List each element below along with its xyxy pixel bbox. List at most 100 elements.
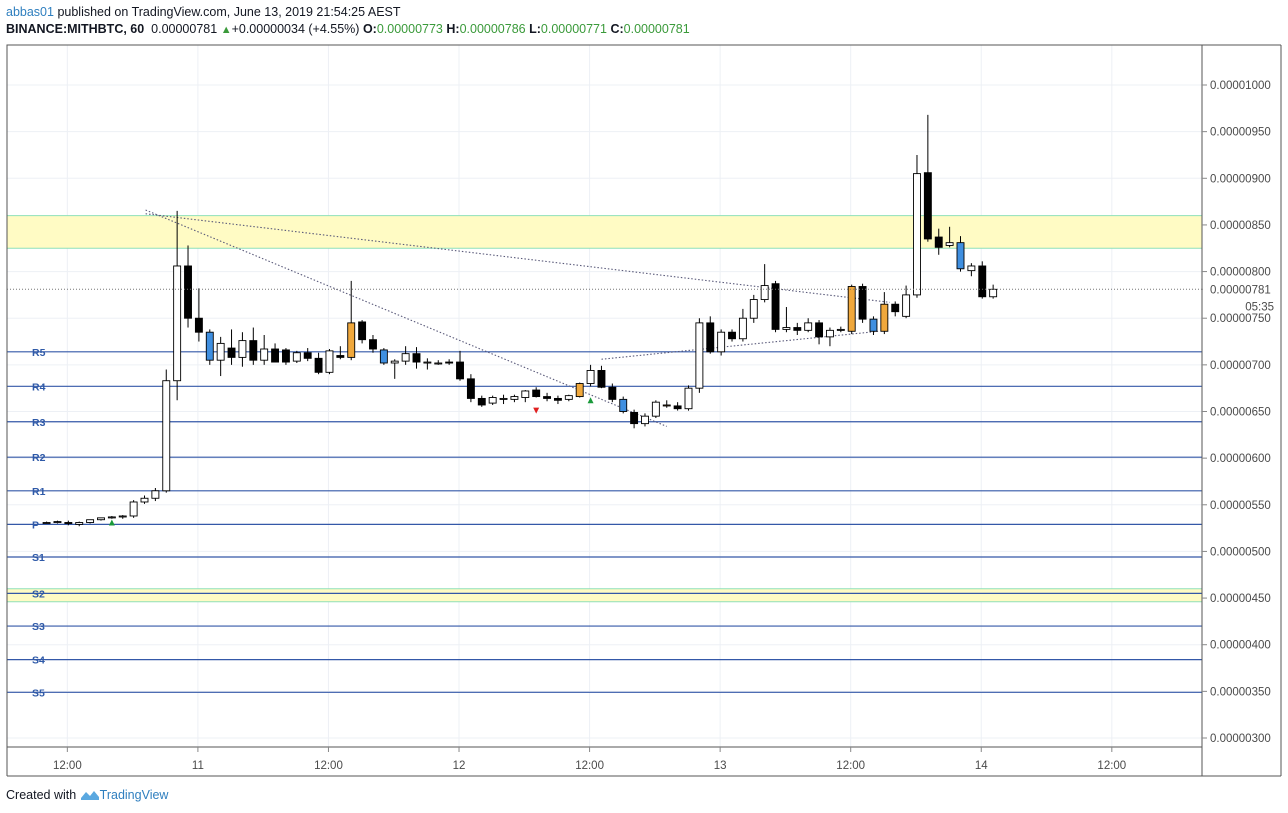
candle-body — [314, 357, 323, 373]
candle — [42, 521, 51, 524]
candle-body — [858, 286, 867, 320]
candle-body — [608, 386, 617, 400]
candle-body — [173, 265, 182, 382]
candle — [194, 288, 203, 342]
candle — [216, 336, 225, 377]
y-tick-label: 0.00000300 — [1210, 733, 1271, 745]
candle-body — [412, 353, 421, 363]
candle — [238, 332, 247, 367]
last-price-badge — [1203, 281, 1280, 313]
pivot-label: R1 — [32, 486, 46, 498]
time-axis[interactable]: 12:00 11 12:00 12 12:00 13 12:00 14 12:00 — [53, 747, 1126, 772]
candle-body — [869, 318, 878, 332]
candle — [564, 394, 573, 402]
candle-body — [597, 370, 606, 388]
candle-body — [281, 349, 290, 363]
x-tick-label: 11 — [192, 760, 204, 772]
candle — [369, 335, 377, 353]
created-with-text: Created with — [6, 788, 77, 802]
candle-body — [42, 522, 51, 524]
y-tick-label: 0.00000550 — [1210, 500, 1271, 512]
candle — [760, 264, 769, 303]
candle — [586, 364, 595, 387]
candle — [836, 326, 845, 333]
candle — [75, 521, 84, 527]
price-axis[interactable]: 0.00001000 0.00000950 0.00000900 0.00000850… — [7, 80, 1280, 745]
candle-body — [390, 360, 399, 364]
sell-arrow-icon — [533, 407, 540, 414]
pivot-label: R4 — [32, 381, 46, 393]
candle — [880, 292, 889, 335]
candle — [64, 520, 73, 526]
candle — [401, 346, 410, 365]
candle-body — [129, 501, 138, 517]
x-tick-label: 14 — [975, 760, 988, 772]
candle — [978, 261, 987, 299]
candle-body — [706, 322, 715, 353]
candle — [521, 390, 530, 403]
pivot-lines: R5 R4 R3 R2 R1 P S1 S2 S3 S4 S5 — [7, 347, 1202, 699]
candle — [358, 320, 367, 344]
author-link[interactable]: abbas01 — [6, 5, 54, 19]
x-tick-label: 12:00 — [836, 760, 865, 772]
candle — [619, 396, 628, 414]
candle — [390, 359, 399, 379]
candle — [891, 301, 900, 317]
x-tick-label: 12:00 — [314, 760, 343, 772]
y-tick-label: 0.00000950 — [1210, 127, 1271, 139]
low-value: 0.00000771 — [540, 22, 607, 36]
candle-body — [260, 348, 269, 361]
candle — [281, 348, 290, 365]
y-tick-label: 0.00001000 — [1210, 80, 1271, 92]
candle — [488, 395, 497, 405]
candle-body — [586, 370, 595, 384]
candle — [913, 154, 921, 298]
pivot-label: R5 — [32, 347, 46, 359]
candle — [412, 347, 421, 369]
candle — [53, 520, 62, 524]
candle-body — [934, 236, 943, 248]
candle-body — [662, 404, 671, 407]
candle — [184, 245, 192, 328]
tradingview-brand-link[interactable]: TradingView — [99, 788, 169, 802]
candle-body — [205, 331, 214, 361]
candle — [597, 365, 606, 389]
candle — [608, 383, 617, 403]
candle — [477, 395, 486, 407]
sr-zone — [7, 215, 1202, 249]
candle — [249, 327, 258, 365]
candle-body — [151, 490, 160, 499]
candle — [260, 335, 269, 365]
candle-body — [913, 173, 921, 296]
candle-body — [651, 401, 660, 417]
candle — [662, 400, 671, 408]
candle — [717, 329, 726, 356]
x-tick-label: 13 — [714, 760, 727, 772]
candle-body — [684, 387, 693, 410]
candle-body — [902, 294, 911, 317]
candle-body — [379, 349, 388, 364]
candle-body — [847, 286, 856, 332]
candle-body — [216, 342, 225, 361]
candle-body — [86, 519, 95, 523]
candle-body — [989, 288, 998, 298]
close-label: C: — [610, 22, 624, 36]
candle — [782, 307, 791, 333]
candle — [445, 359, 454, 365]
candle-body — [619, 398, 628, 412]
candle-body — [738, 317, 747, 340]
candle — [825, 327, 834, 347]
candle — [738, 308, 747, 342]
candle — [97, 517, 105, 521]
close-value: 0.00000781 — [623, 22, 690, 36]
candle — [630, 409, 639, 429]
candle-body — [64, 522, 73, 524]
signal-markers — [108, 397, 594, 526]
candle — [379, 348, 388, 365]
y-tick-label: 0.00000500 — [1210, 546, 1271, 558]
publish-text: published on TradingView.com, June 13, 2… — [53, 5, 401, 19]
candle — [118, 515, 127, 519]
candle-body — [477, 397, 486, 406]
y-tick-label: 0.00000650 — [1210, 407, 1271, 419]
